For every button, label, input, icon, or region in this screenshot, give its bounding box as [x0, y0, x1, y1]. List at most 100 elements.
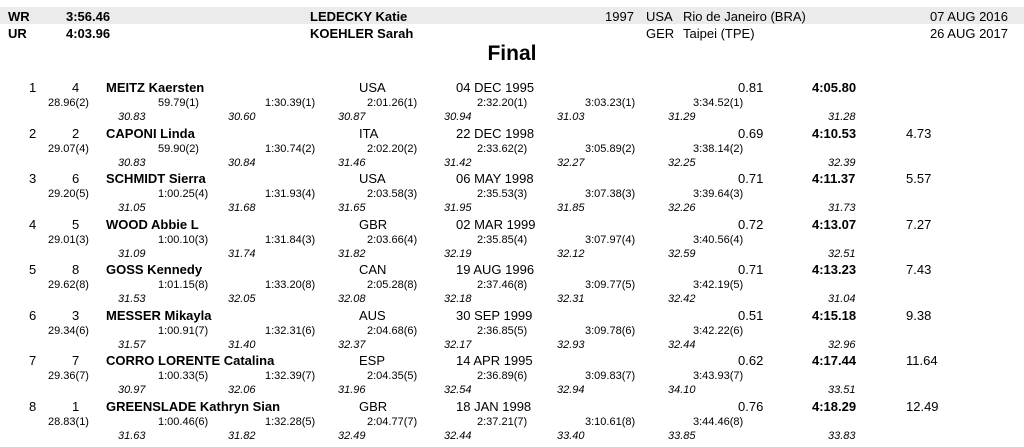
final-time: 4:18.29	[812, 398, 857, 414]
split-time: 29.07(4)	[48, 142, 89, 155]
record-nat: GER	[646, 26, 675, 41]
record-row-ur: UR 4:03.96 KOEHLER Sarah GER Taipei (TPE…	[0, 24, 1024, 42]
page-title: Final	[487, 42, 537, 65]
result-row: 1 4 MEITZ Kaersten USA 04 DEC 1995 0.81 4:05.8…	[0, 80, 1024, 126]
lap-time: 31.28	[828, 111, 856, 123]
lap-time: 32.06	[228, 384, 256, 396]
athlete-name: CORRO LORENTE Catalina	[106, 353, 275, 368]
time-behind: 4.73	[906, 125, 932, 141]
split-time: 59.90(2)	[158, 142, 199, 155]
lap-time: 32.31	[557, 293, 585, 305]
lap-time: 32.08	[338, 293, 366, 305]
lap-time: 33.83	[828, 429, 856, 442]
athlete-name: GOSS Kennedy	[106, 262, 203, 277]
lap-time: 33.51	[828, 384, 856, 396]
reaction-time: 0.51	[738, 307, 764, 323]
lap-time: 32.93	[557, 338, 585, 351]
result-row: 2 2 CAPONI Linda ITA 22 DEC 1998 0.69 4:10.53 4…	[0, 126, 1024, 172]
split-time: 2:37.21(7)	[477, 415, 528, 428]
split-time: 28.83(1)	[48, 415, 89, 428]
lap-time: 31.73	[828, 202, 856, 214]
record-nat: USA	[646, 9, 673, 24]
split-time: 3:09.78(6)	[585, 324, 636, 337]
birth-date: 02 MAR 1999	[456, 216, 536, 232]
lap-time: 32.19	[444, 247, 472, 260]
record-code: WR	[8, 9, 30, 24]
result-row: 6 3 MESSER Mikayla AUS 30 SEP 1999 0.51 4:15.1…	[0, 308, 1024, 354]
rank: 5	[29, 262, 37, 277]
split-time: 1:32.28(5)	[265, 415, 316, 428]
split-time: 3:07.38(3)	[585, 188, 636, 200]
split-time: 3:10.61(8)	[585, 415, 636, 428]
split-time: 2:04.35(5)	[367, 370, 418, 382]
split-time: 1:00.25(4)	[158, 188, 209, 200]
split-time: 1:01.15(8)	[158, 279, 209, 291]
final-time: 4:13.23	[812, 262, 857, 277]
lap-time: 32.05	[228, 293, 256, 305]
split-time: 1:00.33(5)	[158, 370, 209, 382]
birth-date: 18 JAN 1998	[456, 398, 532, 414]
final-time: 4:15.18	[812, 307, 857, 323]
split-time: 59.79(1)	[158, 97, 199, 109]
split-time: 2:37.46(8)	[477, 279, 528, 291]
lap-time: 32.44	[668, 338, 696, 351]
lap-time: 30.97	[118, 384, 146, 396]
final-time: 4:17.44	[812, 353, 857, 368]
lap-time: 31.82	[338, 247, 366, 260]
lap-time: 31.68	[228, 202, 256, 214]
split-time: 1:00.91(7)	[158, 324, 209, 337]
record-holder: LEDECKY Katie	[310, 9, 408, 24]
time-behind: 7.43	[906, 262, 932, 277]
lane: 8	[72, 262, 80, 277]
lap-time: 30.60	[228, 111, 256, 123]
split-time: 2:35.53(3)	[477, 188, 528, 200]
lap-time: 30.83	[118, 111, 146, 123]
reaction-time: 0.76	[738, 398, 764, 414]
lap-time: 30.94	[444, 111, 472, 123]
split-time: 2:02.20(2)	[367, 142, 418, 155]
reaction-time: 0.71	[738, 262, 764, 277]
reaction-time: 0.81	[738, 80, 764, 95]
split-time: 2:36.85(5)	[477, 324, 528, 337]
time-behind: 11.64	[906, 353, 938, 368]
lap-time: 31.82	[228, 429, 256, 442]
split-time: 1:32.31(6)	[265, 324, 316, 337]
lap-time: 31.63	[118, 429, 146, 442]
split-time: 3:38.14(2)	[693, 142, 744, 155]
split-time: 3:42.22(6)	[693, 324, 744, 337]
split-time: 2:03.58(3)	[367, 188, 418, 200]
nation: GBR	[359, 216, 388, 232]
lap-time: 31.74	[228, 247, 256, 260]
lane: 1	[72, 398, 80, 414]
final-time: 4:13.07	[812, 216, 857, 232]
lap-time: 33.40	[557, 429, 585, 442]
record-row-wr: WR 3:56.46 LEDECKY Katie 1997 USA Rio de…	[0, 7, 1024, 25]
lane: 2	[72, 125, 80, 141]
split-time: 3:34.52(1)	[693, 97, 744, 109]
lap-time: 30.83	[118, 156, 146, 169]
record-place: Rio de Janeiro (BRA)	[683, 9, 806, 24]
split-time: 3:07.97(4)	[585, 233, 636, 246]
athlete-name: CAPONI Linda	[106, 125, 195, 141]
record-code: UR	[8, 26, 27, 41]
split-time: 3:40.56(4)	[693, 233, 744, 246]
final-time: 4:05.80	[812, 80, 857, 95]
birth-date: 06 MAY 1998	[456, 171, 534, 186]
lap-time: 32.17	[444, 338, 472, 351]
nation: USA	[359, 171, 386, 186]
lap-time: 30.87	[338, 111, 366, 123]
lap-time: 32.25	[668, 156, 696, 169]
split-time: 2:32.20(1)	[477, 97, 528, 109]
lap-time: 32.54	[444, 384, 472, 396]
split-time: 29.36(7)	[48, 370, 89, 382]
lap-time: 31.04	[828, 293, 856, 305]
result-row: 8 1 GREENSLADE Kathryn Sian GBR 18 JAN 1998 0…	[0, 399, 1024, 445]
reaction-time: 0.71	[738, 171, 764, 186]
reaction-time: 0.69	[738, 125, 764, 141]
split-time: 1:31.84(3)	[265, 233, 316, 246]
split-time: 1:33.20(8)	[265, 279, 316, 291]
result-row: 4 5 WOOD Abbie L GBR 02 MAR 1999 0.72 4:13.07 7…	[0, 217, 1024, 263]
lane: 5	[72, 216, 80, 232]
lap-time: 31.96	[338, 384, 366, 396]
lap-time: 32.27	[557, 156, 585, 169]
